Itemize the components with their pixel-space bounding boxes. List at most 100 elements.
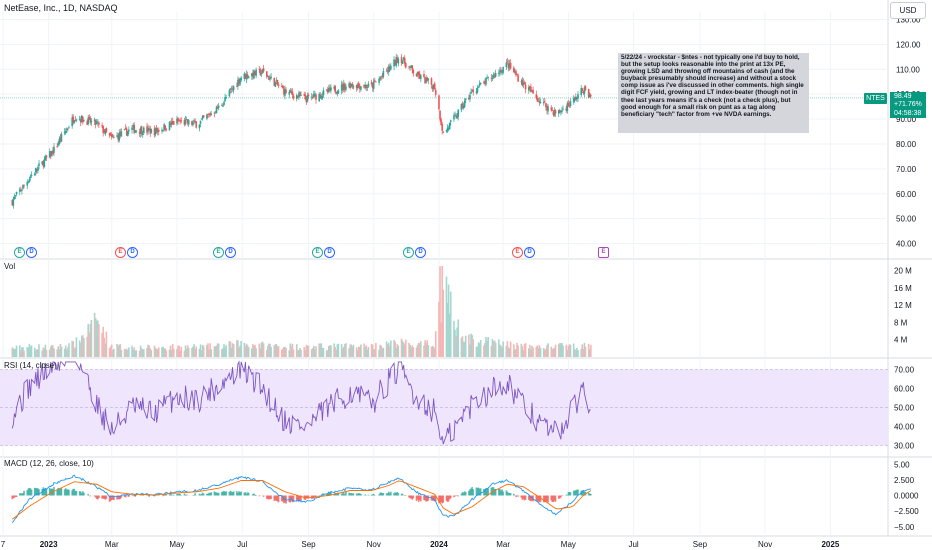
candle-body — [557, 109, 560, 114]
earnings-marker[interactable]: E — [312, 247, 323, 258]
macd-histogram-bar — [74, 490, 77, 496]
candle-body — [78, 118, 81, 120]
volume-bar — [320, 343, 323, 357]
candle-body — [410, 66, 412, 68]
volume-bar — [41, 350, 44, 357]
time-axis-label: Jul — [628, 540, 638, 549]
macd-histogram-bar — [502, 491, 504, 496]
volume-bar — [288, 350, 291, 357]
volume-bar — [509, 341, 512, 357]
dividend-marker[interactable]: D — [26, 247, 37, 258]
volume-bar — [273, 345, 276, 357]
volume-bar — [119, 344, 122, 357]
earnings-marker[interactable]: E — [14, 247, 25, 258]
volume-bar — [216, 343, 219, 357]
dividend-marker[interactable]: D — [524, 247, 535, 258]
candle-body — [187, 120, 190, 125]
volume-bar — [147, 344, 149, 357]
volume-bar — [27, 347, 30, 357]
volume-bar — [79, 343, 82, 357]
macd-histogram-bar — [412, 495, 415, 499]
macd-histogram-bar — [521, 495, 524, 500]
macd-histogram-bar — [37, 488, 39, 496]
volume-bar — [447, 284, 450, 357]
candle-body — [246, 74, 249, 78]
macd-histogram-bar — [119, 495, 122, 500]
earnings-marker[interactable]: E — [213, 247, 224, 258]
volume-bar — [150, 349, 153, 357]
macd-histogram-bar — [326, 493, 329, 496]
macd-histogram-bar — [471, 487, 473, 496]
volume-bar — [149, 348, 152, 357]
candle-body — [193, 120, 195, 122]
candle-body — [300, 95, 302, 96]
macd-histogram-bar — [217, 492, 220, 496]
candle-body — [254, 71, 256, 75]
earnings-marker[interactable]: E — [512, 247, 523, 258]
volume-bar — [200, 350, 203, 357]
macd-histogram-bar — [89, 495, 92, 497]
dividend-marker[interactable]: D — [127, 247, 138, 258]
candle-body — [490, 77, 493, 79]
volume-bar — [372, 349, 375, 357]
volume-bar — [213, 346, 216, 357]
volume-bar — [341, 348, 344, 357]
volume-bar — [365, 345, 368, 357]
candle-body — [116, 135, 118, 137]
volume-pane[interactable] — [11, 265, 592, 357]
time-axis-label: Sep — [301, 540, 316, 549]
macd-histogram-bar — [66, 489, 68, 496]
candle-body — [342, 83, 345, 91]
rsi-pane[interactable] — [0, 360, 888, 446]
macd-histogram-bar — [538, 495, 541, 503]
candle-body — [460, 103, 463, 111]
volume-bar — [405, 339, 407, 357]
volume-bar — [318, 343, 320, 357]
volume-bar — [15, 345, 18, 357]
volume-bar — [43, 348, 46, 357]
volume-bar — [168, 349, 171, 357]
macd-histogram-bar — [112, 495, 114, 500]
macd-histogram-bar — [439, 495, 441, 503]
macd-histogram-bar — [499, 488, 501, 496]
volume-bar — [222, 348, 224, 357]
candle-body — [355, 85, 358, 89]
dividend-marker[interactable]: D — [324, 247, 335, 258]
macd-histogram-bar — [110, 495, 113, 500]
macd-histogram-bar — [123, 495, 126, 497]
candle-body — [326, 89, 329, 93]
volume-bar — [207, 343, 209, 357]
volume-bar — [26, 346, 29, 357]
candle-body — [280, 86, 283, 88]
volume-bar — [109, 346, 112, 357]
volume-bar — [98, 324, 100, 357]
earnings-marker[interactable]: E — [598, 247, 609, 258]
macd-histogram-bar — [244, 492, 247, 496]
macd-pane[interactable] — [11, 474, 592, 524]
macd-histogram-bar — [483, 488, 485, 496]
macd-histogram-bar — [552, 495, 555, 502]
macd-histogram-bar — [582, 490, 585, 496]
dividend-marker[interactable]: D — [415, 247, 426, 258]
macd-histogram-bar — [342, 492, 345, 496]
earnings-marker[interactable]: E — [403, 247, 414, 258]
macd-histogram-bar — [472, 489, 474, 496]
volume-bar — [345, 343, 347, 357]
dividend-marker[interactable]: D — [225, 247, 236, 258]
volume-bar — [521, 346, 524, 357]
volume-bar — [356, 350, 359, 357]
volume-bar — [454, 329, 456, 357]
candle-body — [505, 62, 508, 68]
volume-bar — [238, 348, 240, 357]
candle-body — [51, 150, 53, 157]
volume-bar — [267, 345, 269, 357]
candle-body — [336, 92, 339, 94]
candle-body — [580, 88, 583, 96]
candle-body — [229, 88, 232, 90]
candle-body — [357, 83, 360, 86]
currency-selector[interactable]: USD — [890, 2, 926, 19]
candle-body — [359, 85, 361, 89]
volume-bar — [321, 347, 324, 357]
earnings-marker[interactable]: E — [115, 247, 126, 258]
macd-histogram-bar — [64, 488, 67, 496]
